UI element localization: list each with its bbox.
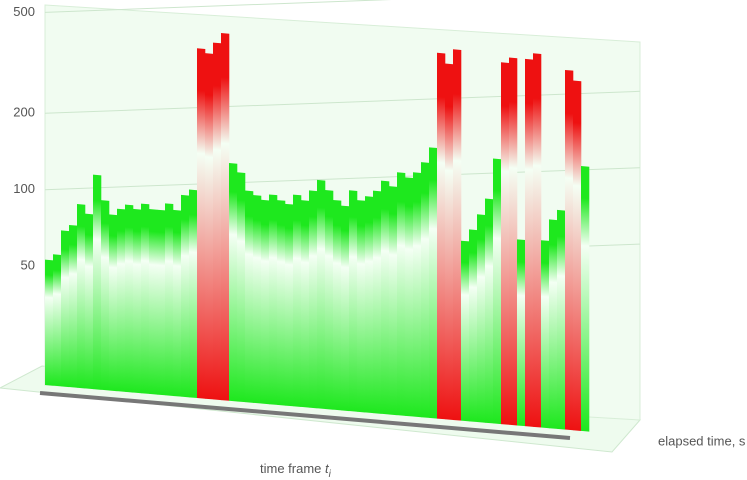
bar <box>573 80 582 431</box>
x-axis-label-var: t <box>325 461 330 476</box>
bar <box>269 194 278 405</box>
bar <box>341 205 350 412</box>
bar <box>101 200 110 391</box>
bar <box>45 259 54 386</box>
bar <box>221 33 230 401</box>
y-axis-label: elapsed time, s <box>658 433 746 448</box>
bar <box>509 57 518 426</box>
bar <box>381 180 390 415</box>
bar <box>413 172 422 418</box>
bar <box>245 190 254 403</box>
y-tick-label: 500 <box>13 4 35 19</box>
bar <box>93 174 102 390</box>
bar <box>293 194 302 407</box>
bar <box>349 190 358 412</box>
bar <box>309 190 318 409</box>
bar <box>261 199 270 405</box>
bar <box>181 194 190 398</box>
bar <box>525 58 534 427</box>
bar <box>533 53 542 428</box>
bar <box>69 224 78 388</box>
bar <box>501 62 510 425</box>
bar <box>357 200 366 413</box>
bar <box>141 203 150 394</box>
bar <box>549 219 558 429</box>
bar <box>429 147 438 419</box>
bar <box>61 230 70 388</box>
bar <box>53 254 62 387</box>
bar <box>237 172 246 403</box>
bar <box>541 240 550 429</box>
bar <box>165 203 174 396</box>
bar <box>85 213 94 390</box>
bar <box>77 204 86 389</box>
bar <box>125 204 134 393</box>
bar <box>253 195 262 404</box>
bar <box>469 229 478 423</box>
base-shadow <box>39 391 571 440</box>
bar <box>365 196 374 414</box>
bar <box>117 208 126 392</box>
y-tick-label: 200 <box>13 105 35 120</box>
bar <box>157 209 166 396</box>
bar <box>173 209 182 397</box>
bar <box>389 186 398 416</box>
bar <box>189 189 198 399</box>
x-axis-label: time frame ti <box>260 461 332 479</box>
bar <box>325 189 334 410</box>
bar <box>581 166 590 432</box>
bar <box>285 203 294 407</box>
bar <box>277 200 286 406</box>
bar <box>477 214 486 423</box>
bar <box>149 209 158 395</box>
x-axis-label-sub: i <box>329 469 332 480</box>
y-tick-label: 50 <box>21 258 35 273</box>
bar <box>197 48 206 399</box>
grid-line <box>44 0 392 13</box>
bar <box>485 198 494 424</box>
bar <box>445 63 454 420</box>
bar <box>557 209 566 430</box>
bar <box>109 214 118 392</box>
bar <box>517 239 526 427</box>
y-tick-label: 100 <box>13 181 35 196</box>
bar <box>301 200 310 408</box>
bar <box>437 52 446 420</box>
bar <box>133 208 142 394</box>
bar <box>565 69 574 431</box>
bar <box>421 162 430 418</box>
bar <box>333 199 342 411</box>
x-axis-label-text: time frame <box>260 461 325 476</box>
bar <box>397 172 406 416</box>
bar <box>405 177 414 417</box>
bar <box>205 53 214 400</box>
bar <box>493 158 502 425</box>
bar <box>317 179 326 410</box>
bar <box>461 240 470 422</box>
bar <box>373 190 382 414</box>
bar <box>229 163 238 402</box>
bar <box>453 49 462 421</box>
bar <box>213 42 222 401</box>
